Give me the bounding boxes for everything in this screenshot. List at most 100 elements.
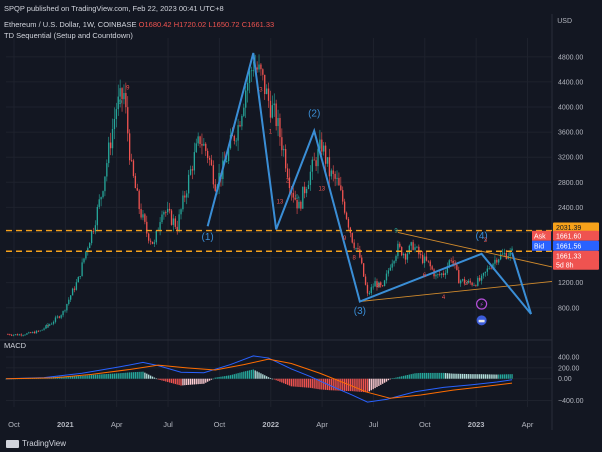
candle-body (423, 256, 426, 264)
macd-histogram-bar (389, 378, 391, 380)
candle-body (205, 143, 207, 151)
ask-price-label: 1661.60 (556, 233, 581, 240)
macd-histogram-bar (498, 374, 500, 379)
candle-body (201, 144, 203, 146)
candle-body (167, 208, 169, 213)
macd-histogram-bar (334, 378, 336, 391)
candle-body (87, 248, 89, 252)
candle-body (302, 186, 304, 209)
macd-histogram-bar (66, 376, 68, 379)
macd-histogram-bar (100, 374, 102, 379)
macd-histogram-bar (168, 378, 171, 383)
candle-body (300, 201, 302, 209)
candle-body (296, 199, 298, 209)
macd-histogram-bar (81, 375, 83, 379)
macd-histogram-bar (123, 372, 125, 379)
candle-body (382, 285, 384, 287)
td-count-label: 3 (453, 261, 457, 267)
candle-body (305, 188, 308, 194)
macd-histogram-bar (265, 376, 268, 379)
macd-histogram-bar (176, 378, 178, 385)
macd-histogram-bar (189, 378, 192, 385)
candle-body (364, 276, 367, 285)
macd-histogram-bar (440, 372, 443, 379)
td-count-label: 4 (442, 295, 446, 301)
brand[interactable]: TradingView (6, 439, 66, 448)
candle-body (16, 334, 19, 336)
macd-tick-label: −400.00 (558, 398, 584, 405)
x-tick-label: Oct (214, 420, 227, 429)
candle-body (174, 218, 176, 227)
candle-body (66, 304, 68, 311)
macd-histogram-bar (465, 373, 468, 379)
countdown-label-bg (553, 259, 599, 270)
macd-histogram-bar (395, 377, 397, 379)
macd-histogram-bar (391, 378, 393, 379)
candle-body (448, 260, 450, 267)
macd-histogram-bar (252, 369, 254, 379)
macd-histogram-bar (486, 374, 488, 379)
candle-body (206, 150, 209, 158)
symbol-line: Ethereum / U.S. Dollar, 1W, COINBASE O16… (4, 20, 274, 29)
wave-label: (3) (354, 306, 366, 317)
macd-histogram-bar (275, 378, 277, 381)
candle-body (227, 148, 230, 162)
candle-body (123, 93, 125, 100)
candle-body (420, 254, 422, 256)
candle-body (328, 157, 331, 177)
candle-body (362, 263, 365, 277)
macd-histogram-bar (227, 375, 230, 379)
candle-body (144, 214, 146, 222)
macd-histogram-bar (226, 375, 228, 379)
candle-body (151, 241, 154, 244)
candle-body (340, 185, 342, 191)
macd-histogram-bar (250, 369, 253, 379)
macd-histogram-bar (332, 378, 334, 391)
macd-histogram-bar (437, 372, 439, 379)
candle-body (239, 125, 241, 127)
macd-histogram-bar (111, 373, 114, 379)
macd-histogram-bar (298, 378, 300, 387)
macd-histogram-bar (300, 378, 302, 388)
candle-body (195, 143, 197, 153)
macd-histogram-bar (362, 378, 365, 393)
macd-histogram-bar (64, 376, 66, 379)
candle-body (292, 192, 294, 198)
bid-tag-bg (532, 240, 551, 251)
currency-label: USD (557, 18, 572, 25)
candle-body (283, 149, 285, 151)
candle-body (444, 272, 447, 276)
candle-body (233, 135, 235, 141)
macd-histogram-bar (311, 378, 313, 389)
macd-histogram-bar (469, 374, 471, 379)
candle-body (439, 274, 441, 275)
macd-histogram-bar (77, 376, 79, 379)
candle-body (178, 214, 180, 231)
candle-body (440, 273, 443, 275)
macd-histogram-bar (475, 374, 477, 379)
candle-body (412, 242, 414, 250)
wave-label: (1) (202, 232, 214, 243)
candle-body (473, 285, 475, 286)
macd-histogram-bar (182, 378, 184, 386)
candle-body (480, 275, 483, 281)
macd-histogram-bar (328, 378, 331, 391)
macd-histogram-bar (178, 378, 180, 386)
macd-histogram-bar (355, 378, 357, 392)
macd-histogram-bar (315, 378, 317, 389)
macd-histogram-bar (496, 374, 498, 379)
candle-body (368, 293, 371, 294)
candle-body (60, 315, 62, 318)
candle-body (343, 201, 346, 213)
candle-body (119, 88, 121, 97)
candle-body (52, 321, 55, 324)
macd-histogram-bar (130, 372, 133, 379)
candle-body (284, 149, 287, 169)
macd-histogram-bar (121, 373, 123, 379)
candle-body (347, 218, 350, 228)
candle-body (353, 242, 355, 249)
macd-histogram-bar (511, 374, 513, 379)
candle-body (505, 253, 508, 259)
candle-body (361, 257, 363, 264)
